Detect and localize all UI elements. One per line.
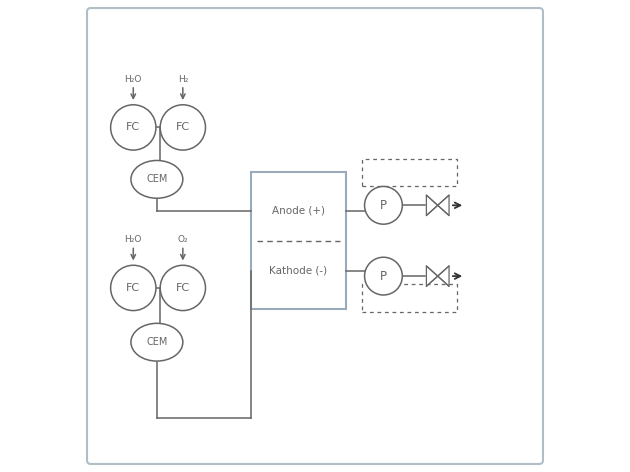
Bar <box>251 172 346 309</box>
Bar <box>362 284 457 312</box>
Text: CEM: CEM <box>146 174 168 185</box>
Text: FC: FC <box>126 283 140 293</box>
Circle shape <box>365 186 403 224</box>
Circle shape <box>111 105 156 150</box>
Text: H₂: H₂ <box>178 75 188 84</box>
Text: FC: FC <box>126 122 140 133</box>
FancyBboxPatch shape <box>87 8 543 464</box>
Circle shape <box>365 257 403 295</box>
Ellipse shape <box>131 160 183 198</box>
Text: FC: FC <box>176 283 190 293</box>
Circle shape <box>111 265 156 311</box>
Polygon shape <box>438 266 449 287</box>
Text: P: P <box>380 270 387 283</box>
Polygon shape <box>438 195 449 216</box>
Ellipse shape <box>131 323 183 361</box>
Text: H₂O: H₂O <box>125 75 142 84</box>
Polygon shape <box>427 195 438 216</box>
Polygon shape <box>427 266 438 287</box>
Bar <box>362 159 457 186</box>
Circle shape <box>160 265 205 311</box>
Text: FC: FC <box>176 122 190 133</box>
Text: O₂: O₂ <box>178 235 188 244</box>
Text: Anode (+): Anode (+) <box>272 206 325 216</box>
Circle shape <box>160 105 205 150</box>
Text: Kathode (-): Kathode (-) <box>270 266 328 276</box>
Text: H₂O: H₂O <box>125 235 142 244</box>
Text: P: P <box>380 199 387 212</box>
Text: CEM: CEM <box>146 337 168 347</box>
